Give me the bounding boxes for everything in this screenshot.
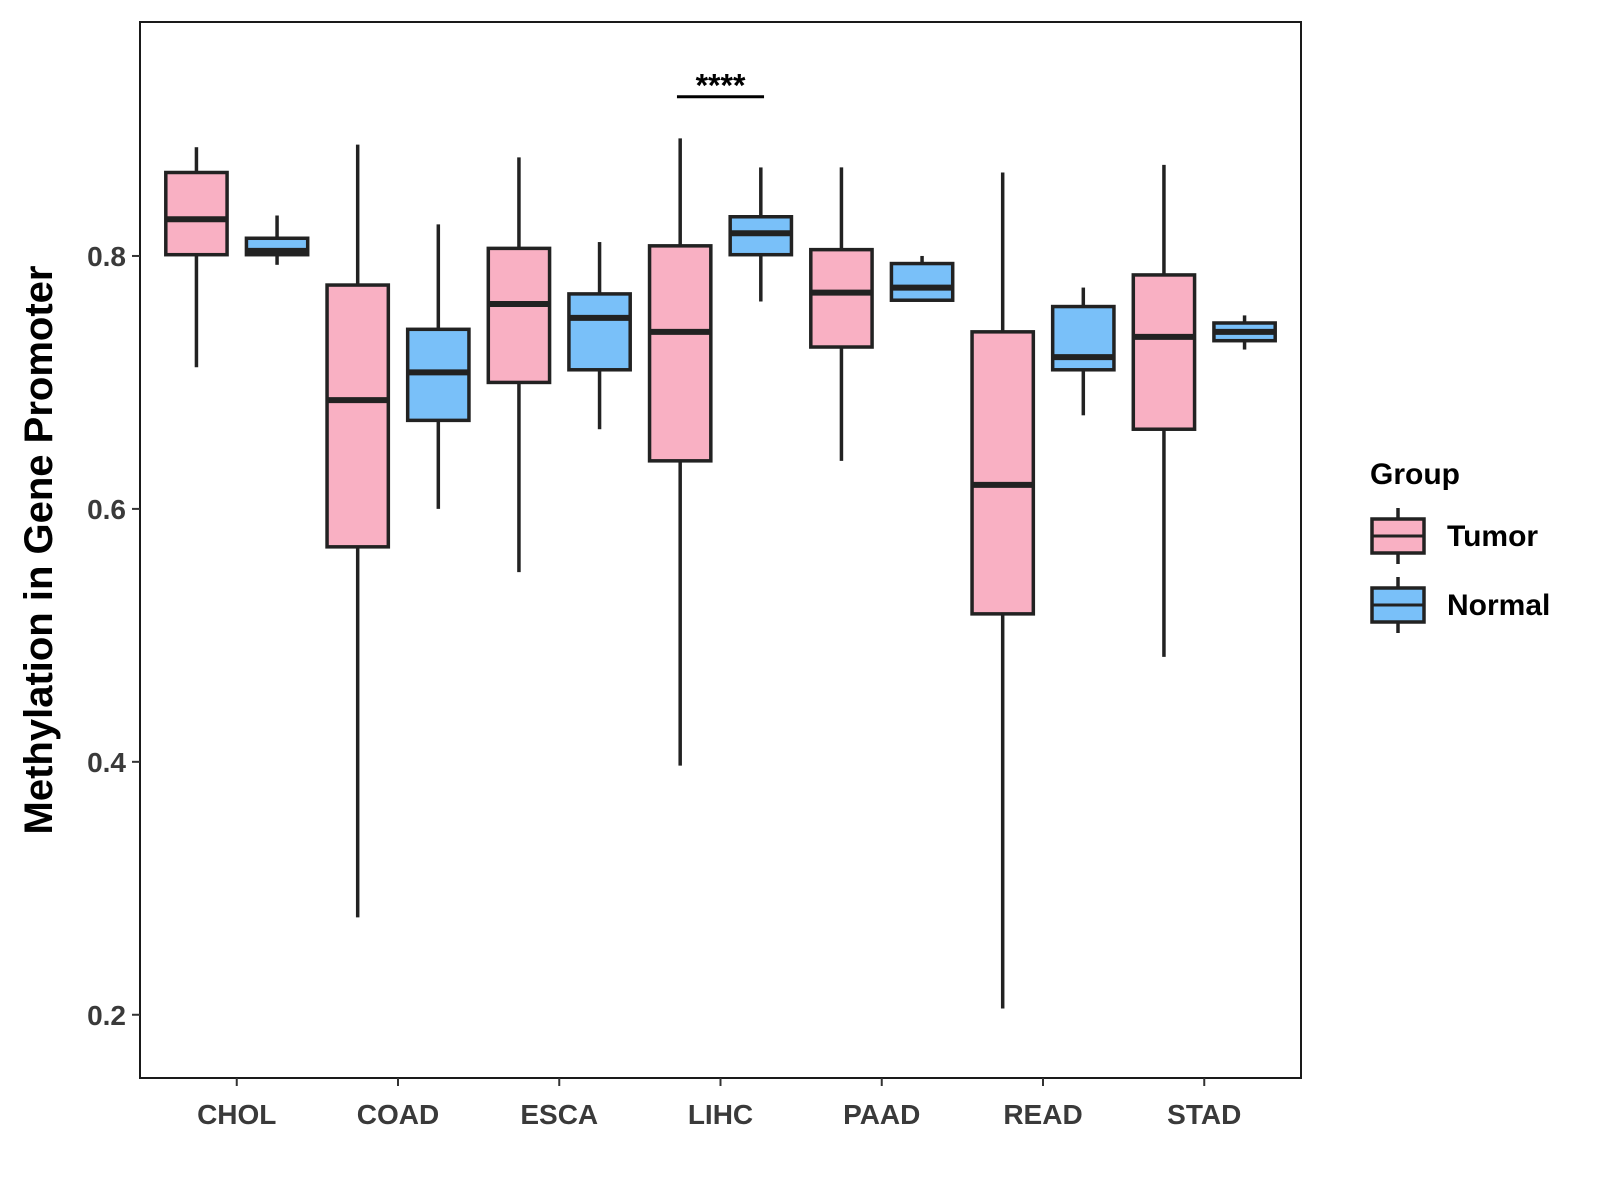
box-tumor-esca [486,157,552,573]
y-tick-label: 0.2 [87,1000,126,1031]
x-tick-label-paad: PAAD [843,1099,920,1130]
box-normal-esca [567,242,632,430]
x-tick-label-chol: CHOL [197,1099,276,1130]
box-tumor-read [970,172,1036,1009]
x-tick-label-stad: STAD [1167,1099,1241,1130]
iqr-box [647,244,713,463]
significance-label: **** [696,68,746,104]
box-tumor-coad [325,144,391,918]
iqr-box [889,261,955,302]
legend-entries: Tumor Normal [1370,508,1550,633]
box-normal-paad [889,255,955,302]
annotations-layer: **** [676,68,765,104]
legend-label-tumor: Tumor [1447,520,1538,553]
x-tick-label-coad: COAD [357,1099,439,1130]
x-tick-label-esca: ESCA [520,1099,598,1130]
iqr-box [567,292,632,372]
legend: Group Tumor Normal [1370,458,1550,633]
iqr-box [325,283,391,549]
box-normal-coad [405,224,471,509]
iqr-box [809,247,874,349]
iqr-box [486,246,552,385]
boxes-layer [164,138,1277,1009]
box-tumor-stad [1131,164,1197,657]
x-tick-label-read: READ [1003,1099,1082,1130]
box-normal-stad [1212,315,1277,350]
legend-entry-tumor: Tumor [1370,508,1538,564]
legend-entry-normal: Normal [1370,577,1550,633]
box-tumor-paad [809,167,874,461]
x-tick-label-lihc: LIHC [688,1099,753,1130]
legend-title: Group [1370,458,1460,491]
x-axis: CHOL COAD ESCA LIHC PAAD READ STAD [197,1078,1241,1130]
box-normal-read [1050,287,1116,416]
box-normal-lihc [728,167,794,302]
y-axis: 0.2 0.4 0.6 0.8 [87,241,140,1031]
box-normal-chol [244,215,310,265]
y-tick-label: 0.4 [87,747,126,778]
box-tumor-lihc [647,138,713,766]
plot-panel [139,21,1302,1079]
iqr-box [164,170,229,257]
y-tick-label: 0.6 [87,494,126,525]
legend-label-normal: Normal [1447,589,1550,622]
iqr-box [1131,273,1197,431]
iqr-box [1050,304,1116,372]
y-axis-title: Methylation in Gene Promoter [17,266,61,835]
box-tumor-chol [164,147,229,368]
iqr-box [970,330,1036,616]
y-tick-label: 0.8 [87,241,126,272]
